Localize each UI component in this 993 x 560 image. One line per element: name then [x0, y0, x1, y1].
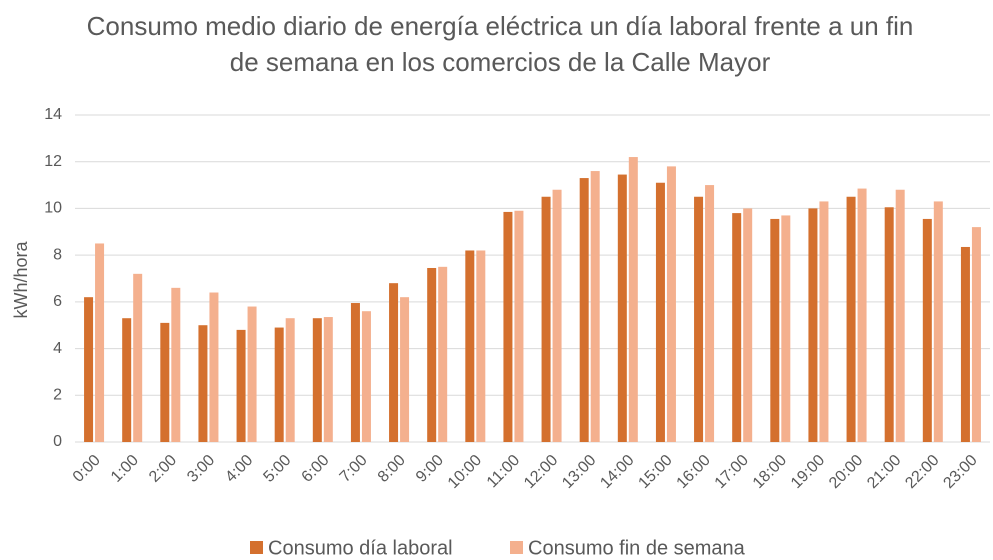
- bar: [808, 208, 818, 442]
- bar: [552, 189, 562, 442]
- x-tick-label: 13:00: [559, 452, 599, 492]
- bar: [171, 287, 181, 442]
- legend-label: Consumo día laboral: [268, 537, 453, 559]
- legend-swatch: [510, 541, 523, 554]
- y-axis-label: kWh/hora: [11, 240, 31, 318]
- x-tick-label: 9:00: [413, 452, 447, 486]
- bar: [389, 283, 399, 442]
- bar: [819, 201, 829, 442]
- y-tick-label: 0: [53, 433, 62, 450]
- bar: [476, 250, 486, 442]
- x-tick-label: 19:00: [788, 452, 828, 492]
- bar: [770, 218, 780, 442]
- bar: [361, 311, 371, 442]
- y-tick-label: 8: [53, 246, 62, 263]
- x-tick-label: 2:00: [146, 452, 180, 486]
- x-tick-label: 0:00: [70, 452, 104, 486]
- y-tick-label: 6: [53, 293, 62, 310]
- x-tick-label: 6:00: [299, 452, 333, 486]
- y-tick-label: 2: [53, 387, 62, 404]
- bar: [350, 303, 360, 442]
- y-tick-label: 4: [53, 340, 62, 357]
- x-tick-label: 17:00: [712, 452, 752, 492]
- bar: [933, 201, 943, 442]
- x-tick-label: 10:00: [445, 452, 485, 492]
- bar: [705, 185, 715, 443]
- bar: [857, 188, 867, 442]
- bar: [922, 218, 932, 442]
- x-tick-label: 18:00: [750, 452, 790, 492]
- x-tick-label: 12:00: [521, 452, 561, 492]
- bar: [198, 325, 208, 442]
- bar: [438, 266, 448, 442]
- bar: [209, 292, 219, 442]
- chart-title: Consumo medio diario de energía eléctric…: [86, 11, 914, 77]
- x-tick-label: 1:00: [108, 452, 142, 486]
- bar: [884, 207, 894, 442]
- bar: [628, 157, 638, 443]
- bar: [743, 208, 753, 442]
- bar: [617, 174, 627, 442]
- bar: [236, 329, 246, 442]
- bar: [465, 250, 475, 442]
- x-tick-label: 11:00: [484, 452, 524, 492]
- legend-label: Consumo fin de semana: [528, 537, 746, 559]
- bar: [895, 189, 905, 442]
- bar: [285, 318, 295, 442]
- y-tick-label: 10: [44, 200, 62, 217]
- x-tick-label: 21:00: [864, 452, 904, 492]
- bar: [160, 322, 170, 442]
- bar: [514, 210, 524, 442]
- bar: [846, 196, 856, 442]
- bar: [95, 243, 105, 442]
- bar: [84, 297, 94, 442]
- x-tick-label: 22:00: [902, 452, 942, 492]
- bar: [247, 306, 257, 442]
- bar: [590, 171, 600, 443]
- bar: [133, 273, 143, 442]
- bar: [694, 196, 704, 442]
- x-tick-label: 14:00: [597, 452, 637, 492]
- bar: [732, 213, 742, 442]
- bar: [122, 318, 132, 442]
- bar: [323, 317, 333, 442]
- bar: [960, 246, 970, 442]
- bar: [781, 215, 791, 442]
- bar: [655, 182, 665, 442]
- bar: [541, 196, 551, 442]
- x-tick-label: 23:00: [940, 452, 980, 492]
- bar: [427, 267, 437, 442]
- legend-swatch: [250, 541, 263, 554]
- y-tick-label: 12: [44, 153, 62, 170]
- x-tick-label: 5:00: [260, 452, 294, 486]
- x-tick-label: 15:00: [635, 452, 675, 492]
- bar: [400, 297, 410, 442]
- x-tick-label: 4:00: [222, 452, 256, 486]
- x-tick-label: 8:00: [375, 452, 409, 486]
- x-tick-label: 3:00: [184, 452, 218, 486]
- y-tick-label: 14: [44, 106, 62, 123]
- bar: [274, 327, 284, 442]
- x-tick-label: 16:00: [674, 452, 714, 492]
- x-tick-label: 20:00: [826, 452, 866, 492]
- bar: [971, 227, 981, 442]
- bar: [312, 318, 322, 442]
- bar: [666, 166, 676, 442]
- bar: [579, 178, 589, 443]
- bar: [503, 211, 513, 442]
- x-tick-label: 7:00: [337, 452, 371, 486]
